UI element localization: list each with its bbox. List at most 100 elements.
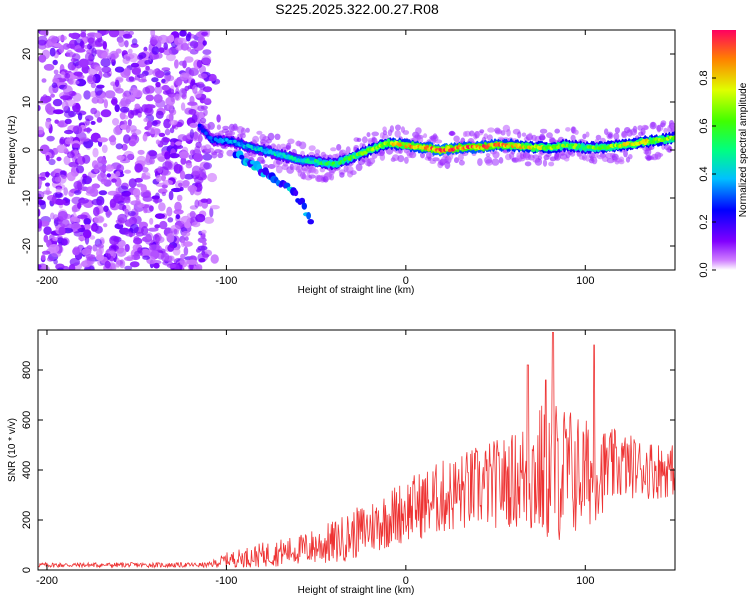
ridge-haze xyxy=(256,130,263,135)
ridge-haze xyxy=(614,127,621,134)
noise-speckle xyxy=(123,67,131,77)
noise-speckle xyxy=(183,173,194,180)
noise-speckle xyxy=(115,258,121,268)
noise-speckle xyxy=(38,190,45,200)
noise-speckle xyxy=(154,84,163,95)
noise-speckle xyxy=(174,93,181,102)
noise-speckle xyxy=(93,215,105,224)
noise-speckle xyxy=(134,163,143,173)
ridge-haze xyxy=(208,147,215,153)
noise-speckle xyxy=(129,223,139,234)
noise-speckle xyxy=(56,35,67,41)
ridge-haze xyxy=(641,124,648,131)
noise-speckle xyxy=(167,255,175,262)
noise-speckle xyxy=(95,66,102,72)
noise-speckle xyxy=(143,46,148,52)
noise-speckle xyxy=(47,102,52,112)
noise-speckle xyxy=(182,60,187,69)
noise-speckle xyxy=(129,138,137,147)
noise-speckle xyxy=(155,110,164,119)
ridge-mark xyxy=(574,143,578,147)
noise-speckle xyxy=(142,133,148,142)
noise-speckle xyxy=(175,78,183,86)
noise-speckle xyxy=(167,244,175,252)
noise-speckle xyxy=(127,210,136,217)
noise-speckle xyxy=(175,141,182,146)
noise-speckle xyxy=(94,32,103,38)
noise-speckle xyxy=(168,34,175,43)
noise-speckle xyxy=(168,190,174,201)
noise-speckle xyxy=(40,265,50,270)
ridge-haze xyxy=(521,132,527,137)
noise-speckle xyxy=(182,180,190,189)
noise-speckle xyxy=(201,54,212,65)
noise-speckle xyxy=(93,164,99,174)
noise-speckle xyxy=(68,263,76,270)
branch-mark xyxy=(301,202,307,210)
y-tick-label: 400 xyxy=(21,461,33,479)
noise-speckle xyxy=(53,43,62,48)
noise-speckle xyxy=(45,171,50,178)
noise-speckle xyxy=(63,129,74,135)
x-tick-label: 100 xyxy=(576,275,594,287)
noise-speckle xyxy=(57,174,67,184)
ridge-mark xyxy=(275,151,279,155)
noise-speckle xyxy=(66,49,73,57)
ridge-haze xyxy=(287,138,295,145)
colorbar-ticks: 0.0 0.2 0.4 0.6 0.8 xyxy=(698,70,716,278)
noise-speckle xyxy=(87,37,95,44)
ridge-haze xyxy=(534,158,543,166)
ridge-haze xyxy=(554,128,560,134)
noise-speckle xyxy=(170,94,175,103)
noise-speckle xyxy=(73,180,82,190)
noise-speckle xyxy=(155,81,161,88)
y-tick-label: 20 xyxy=(21,48,33,60)
noise-speckle xyxy=(103,205,109,213)
noise-speckle xyxy=(169,127,175,134)
noise-speckle xyxy=(154,213,166,220)
ridge-haze xyxy=(382,130,388,136)
noise-speckle xyxy=(77,202,82,210)
noise-speckle xyxy=(81,248,92,256)
colorbar-tick-label: 0.0 xyxy=(698,262,710,277)
ridge-haze xyxy=(286,142,292,151)
noise-speckle xyxy=(41,254,46,261)
noise-speckle xyxy=(155,175,162,182)
noise-speckle xyxy=(202,49,212,55)
noise-speckle xyxy=(181,231,191,237)
colorbar: 0.0 0.2 0.4 0.6 0.8 Normalized spectral ampl… xyxy=(698,30,749,278)
ridge-haze xyxy=(582,133,587,140)
ridge-haze xyxy=(423,133,428,139)
noise-speckle xyxy=(41,250,51,255)
noise-speckle xyxy=(59,138,65,146)
noise-speckle xyxy=(191,114,198,123)
noise-speckle xyxy=(170,141,175,147)
ridge-haze xyxy=(618,156,625,163)
ridge-haze xyxy=(427,156,432,161)
ridge-haze xyxy=(565,127,571,132)
ridge-mark xyxy=(204,131,208,136)
noise-speckle xyxy=(108,30,120,38)
noise-speckle xyxy=(183,246,189,256)
noise-speckle xyxy=(96,117,103,123)
noise-speckle xyxy=(77,227,86,233)
noise-speckle xyxy=(130,43,139,48)
ridge-haze xyxy=(355,163,363,172)
noise-speckle xyxy=(130,89,137,98)
ridge-haze xyxy=(409,151,417,159)
noise-speckle xyxy=(189,122,198,128)
ridge-haze xyxy=(371,131,380,137)
ridge-haze xyxy=(389,125,394,133)
noise-speckle xyxy=(153,262,160,269)
ridge-haze xyxy=(274,133,281,140)
noise-speckle xyxy=(167,88,175,95)
noise-speckle xyxy=(127,119,132,127)
ridge-haze xyxy=(484,156,493,164)
noise-speckle xyxy=(153,94,163,104)
noise-speckle xyxy=(187,185,198,193)
noise-speckle xyxy=(151,77,159,83)
noise-speckle xyxy=(51,195,57,204)
noise-speckle xyxy=(137,247,143,254)
noise-speckle xyxy=(92,147,99,158)
noise-speckle xyxy=(62,43,71,50)
